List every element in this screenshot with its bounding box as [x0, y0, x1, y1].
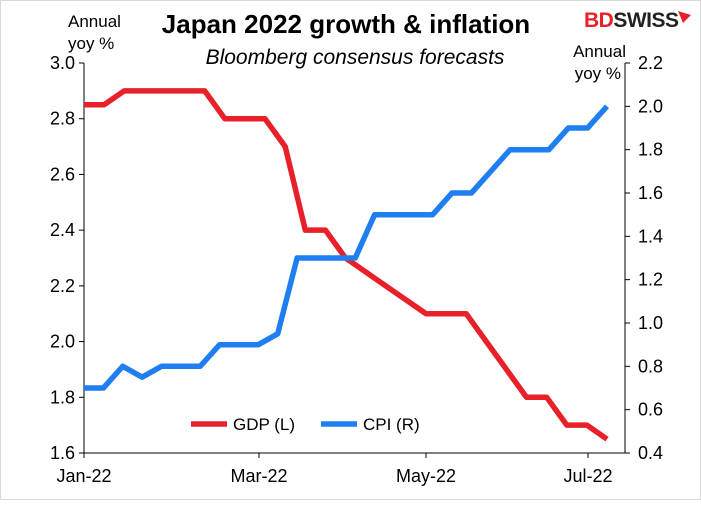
legend-label-cpi: CPI (R) [363, 415, 420, 434]
brand-swiss: SWISS [613, 9, 679, 32]
right-tick-label: 0.4 [638, 443, 663, 463]
left-unit-label-line1: Annual [68, 12, 121, 31]
right-tick-label: 1.4 [638, 226, 663, 246]
left-tick-label: 1.6 [50, 443, 75, 463]
right-tick-label: 1.2 [638, 270, 663, 290]
brand-arrow-icon [678, 11, 691, 23]
series-group [84, 88, 610, 442]
x-tick-label: Mar-22 [230, 466, 287, 486]
svg-text:BDSWISS: BDSWISS [584, 9, 679, 32]
right-tick-label: 1.0 [638, 313, 663, 333]
left-tick-label: 3.0 [50, 53, 75, 73]
left-tick-label: 2.0 [50, 332, 75, 352]
right-tick-label: 1.8 [638, 140, 663, 160]
series-line-cpi [84, 104, 610, 391]
brand-logo: BDSWISS [584, 9, 691, 32]
chart-title: Japan 2022 growth & inflation [162, 9, 530, 39]
right-unit-label-line2: yoy % [575, 64, 621, 83]
left-tick-label: 2.2 [50, 276, 75, 296]
left-tick-label: 2.4 [50, 220, 75, 240]
right-unit-label-line1: Annual [573, 42, 626, 61]
left-tick-label: 1.8 [50, 387, 75, 407]
left-tick-label: 2.6 [50, 164, 75, 184]
x-tick-label: May-22 [396, 466, 456, 486]
series-line-gdp [84, 88, 609, 442]
legend-label-gdp: GDP (L) [233, 415, 295, 434]
left-unit-label-line2: yoy % [68, 34, 114, 53]
right-tick-label: 2.2 [638, 53, 663, 73]
legend: GDP (L) CPI (R) [191, 415, 420, 434]
chart-subtitle: Bloomberg consensus forecasts [206, 46, 505, 69]
right-tick-label: 1.6 [638, 183, 663, 203]
right-tick-label: 2.0 [638, 96, 663, 116]
axes: 1.6 1.8 2.0 2.2 2.4 2.6 2.8 3.0 0.4 0.6 0.8 1.0 1.2 1… [50, 53, 663, 486]
right-tick-label: 0.6 [638, 400, 663, 420]
left-tick-label: 2.8 [50, 109, 75, 129]
x-tick-label: Jan-22 [56, 466, 111, 486]
x-tick-label: Jul-22 [563, 466, 612, 486]
brand-bd: BD [584, 9, 614, 32]
right-tick-label: 0.8 [638, 356, 663, 376]
